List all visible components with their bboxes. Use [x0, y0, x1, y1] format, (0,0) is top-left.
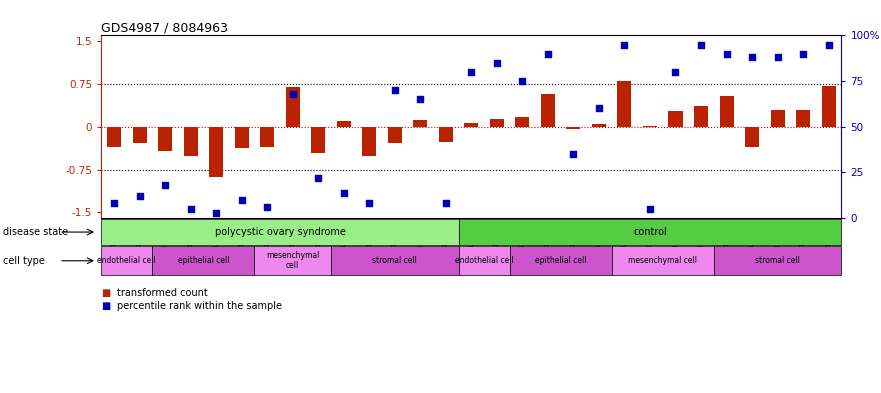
Point	[439, 200, 453, 207]
Bar	[260, 127, 274, 147]
Bar	[464, 123, 478, 127]
Bar	[771, 110, 785, 127]
Point	[796, 50, 811, 57]
Bar	[439, 127, 453, 141]
Text: disease state: disease state	[3, 227, 68, 237]
Point	[566, 151, 581, 157]
Bar	[311, 127, 325, 153]
Point	[490, 60, 504, 66]
Bar	[515, 117, 529, 127]
Point	[413, 96, 427, 103]
Text: cell type: cell type	[3, 256, 45, 266]
Point	[720, 50, 734, 57]
Point	[362, 200, 376, 207]
Bar	[490, 119, 504, 127]
Text: transformed count: transformed count	[117, 288, 208, 298]
Text: endothelial cell: endothelial cell	[98, 256, 156, 265]
Point	[822, 41, 836, 48]
Point	[234, 196, 248, 203]
Text: ■: ■	[101, 301, 110, 311]
Point	[771, 54, 785, 61]
Point	[464, 69, 478, 75]
Point	[618, 41, 632, 48]
Bar	[592, 125, 606, 127]
Text: mesenchymal cell: mesenchymal cell	[628, 256, 697, 265]
Bar	[158, 127, 172, 151]
Point	[158, 182, 172, 188]
Point	[592, 105, 606, 112]
Text: epithelial cell: epithelial cell	[178, 256, 229, 265]
Point	[745, 54, 759, 61]
Bar	[107, 127, 121, 147]
Point	[285, 91, 300, 97]
Bar	[822, 86, 835, 127]
Text: stromal cell: stromal cell	[373, 256, 418, 265]
Point	[541, 50, 555, 57]
Point	[515, 78, 529, 84]
Point	[311, 175, 325, 181]
Text: endothelial cell: endothelial cell	[455, 256, 514, 265]
Bar	[234, 127, 248, 149]
Text: epithelial cell: epithelial cell	[535, 256, 587, 265]
Bar	[209, 127, 223, 177]
Bar	[183, 127, 197, 156]
Bar	[796, 110, 811, 127]
Bar	[362, 127, 376, 156]
Bar	[643, 126, 657, 127]
Point	[337, 189, 351, 196]
Text: stromal cell: stromal cell	[755, 256, 800, 265]
Bar	[669, 111, 683, 127]
Text: control: control	[633, 227, 667, 237]
Bar	[566, 127, 581, 129]
Bar	[694, 106, 708, 127]
Bar	[541, 94, 555, 127]
Text: percentile rank within the sample: percentile rank within the sample	[117, 301, 282, 311]
Bar	[337, 121, 351, 127]
Bar	[388, 127, 402, 143]
Text: mesenchymal
cell: mesenchymal cell	[266, 251, 320, 270]
Point	[107, 200, 121, 207]
Bar	[413, 120, 427, 127]
Point	[132, 193, 146, 199]
Text: ■: ■	[101, 288, 110, 298]
Bar	[285, 87, 300, 127]
Bar	[745, 127, 759, 147]
Point	[209, 209, 223, 216]
Text: polycystic ovary syndrome: polycystic ovary syndrome	[214, 227, 345, 237]
Point	[260, 204, 274, 210]
Bar	[618, 81, 632, 127]
Point	[694, 41, 708, 48]
Bar	[132, 127, 146, 143]
Text: GDS4987 / 8084963: GDS4987 / 8084963	[101, 22, 228, 35]
Bar	[720, 96, 734, 127]
Point	[669, 69, 683, 75]
Point	[643, 206, 657, 212]
Point	[183, 206, 197, 212]
Point	[388, 87, 402, 94]
